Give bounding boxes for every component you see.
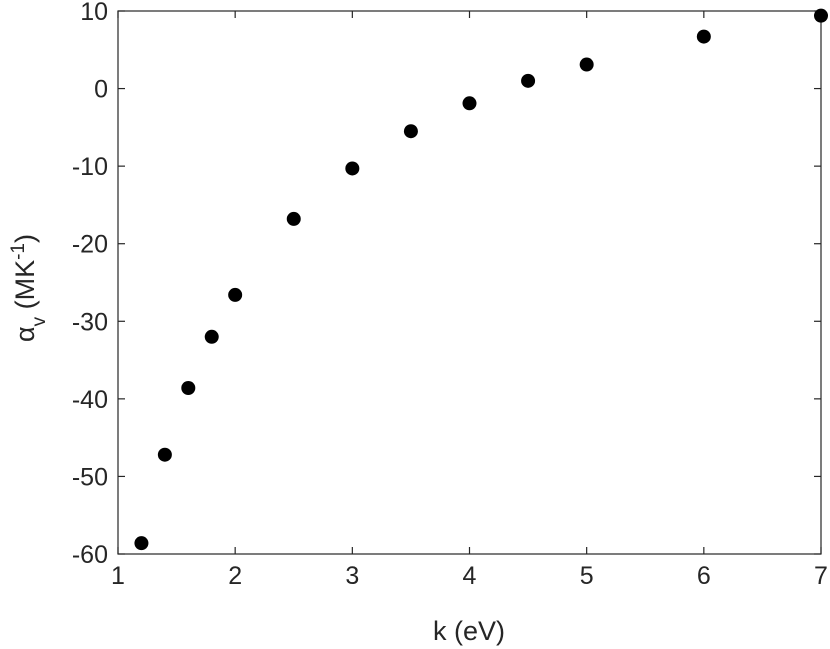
data-point [204,329,219,344]
plot-box [117,10,822,555]
data-point [345,161,360,176]
data-point [286,211,301,226]
data-point [579,57,594,72]
data-point [181,380,196,395]
x-tick-label: 3 [345,562,359,590]
y-tick-label: 0 [94,76,108,104]
y-axis-title-superscript: -1 [8,243,29,260]
y-tick-label: -40 [72,386,108,414]
y-axis-title-unit: (MK [10,260,40,317]
plot-frame [117,10,822,555]
x-tick-label: 2 [228,562,242,590]
y-tick-label: -50 [72,463,108,491]
x-tick-label: 4 [463,562,477,590]
data-point [521,73,536,88]
y-tick-label: -60 [72,541,108,569]
data-point [134,536,149,551]
x-tick-label: 5 [580,562,594,590]
y-axis-title-subscript: v [29,316,50,326]
data-point [157,447,172,462]
data-point [462,96,477,111]
y-axis-title: αv (MK-1) [8,234,50,342]
data-point [814,8,828,23]
y-tick-label: -30 [72,308,108,336]
y-tick-label: -10 [72,153,108,181]
y-axis-title-symbol: α [10,326,40,342]
y-tick-label: 10 [80,0,108,26]
x-axis-title: k (eV) [433,616,505,646]
y-axis-title-unit-close: ) [10,234,40,243]
x-tick-label: 7 [814,562,828,590]
y-tick-label: -20 [72,231,108,259]
data-point [696,29,711,44]
data-point [228,287,243,302]
x-axis-ticks: 1 2 3 4 5 6 7 [111,11,828,590]
data-points [134,8,828,551]
data-point [403,124,418,139]
x-tick-label: 6 [697,562,711,590]
y-axis-ticks: -60 -50 -40 -30 -20 -10 0 10 [72,0,821,569]
x-tick-label: 1 [111,562,125,590]
